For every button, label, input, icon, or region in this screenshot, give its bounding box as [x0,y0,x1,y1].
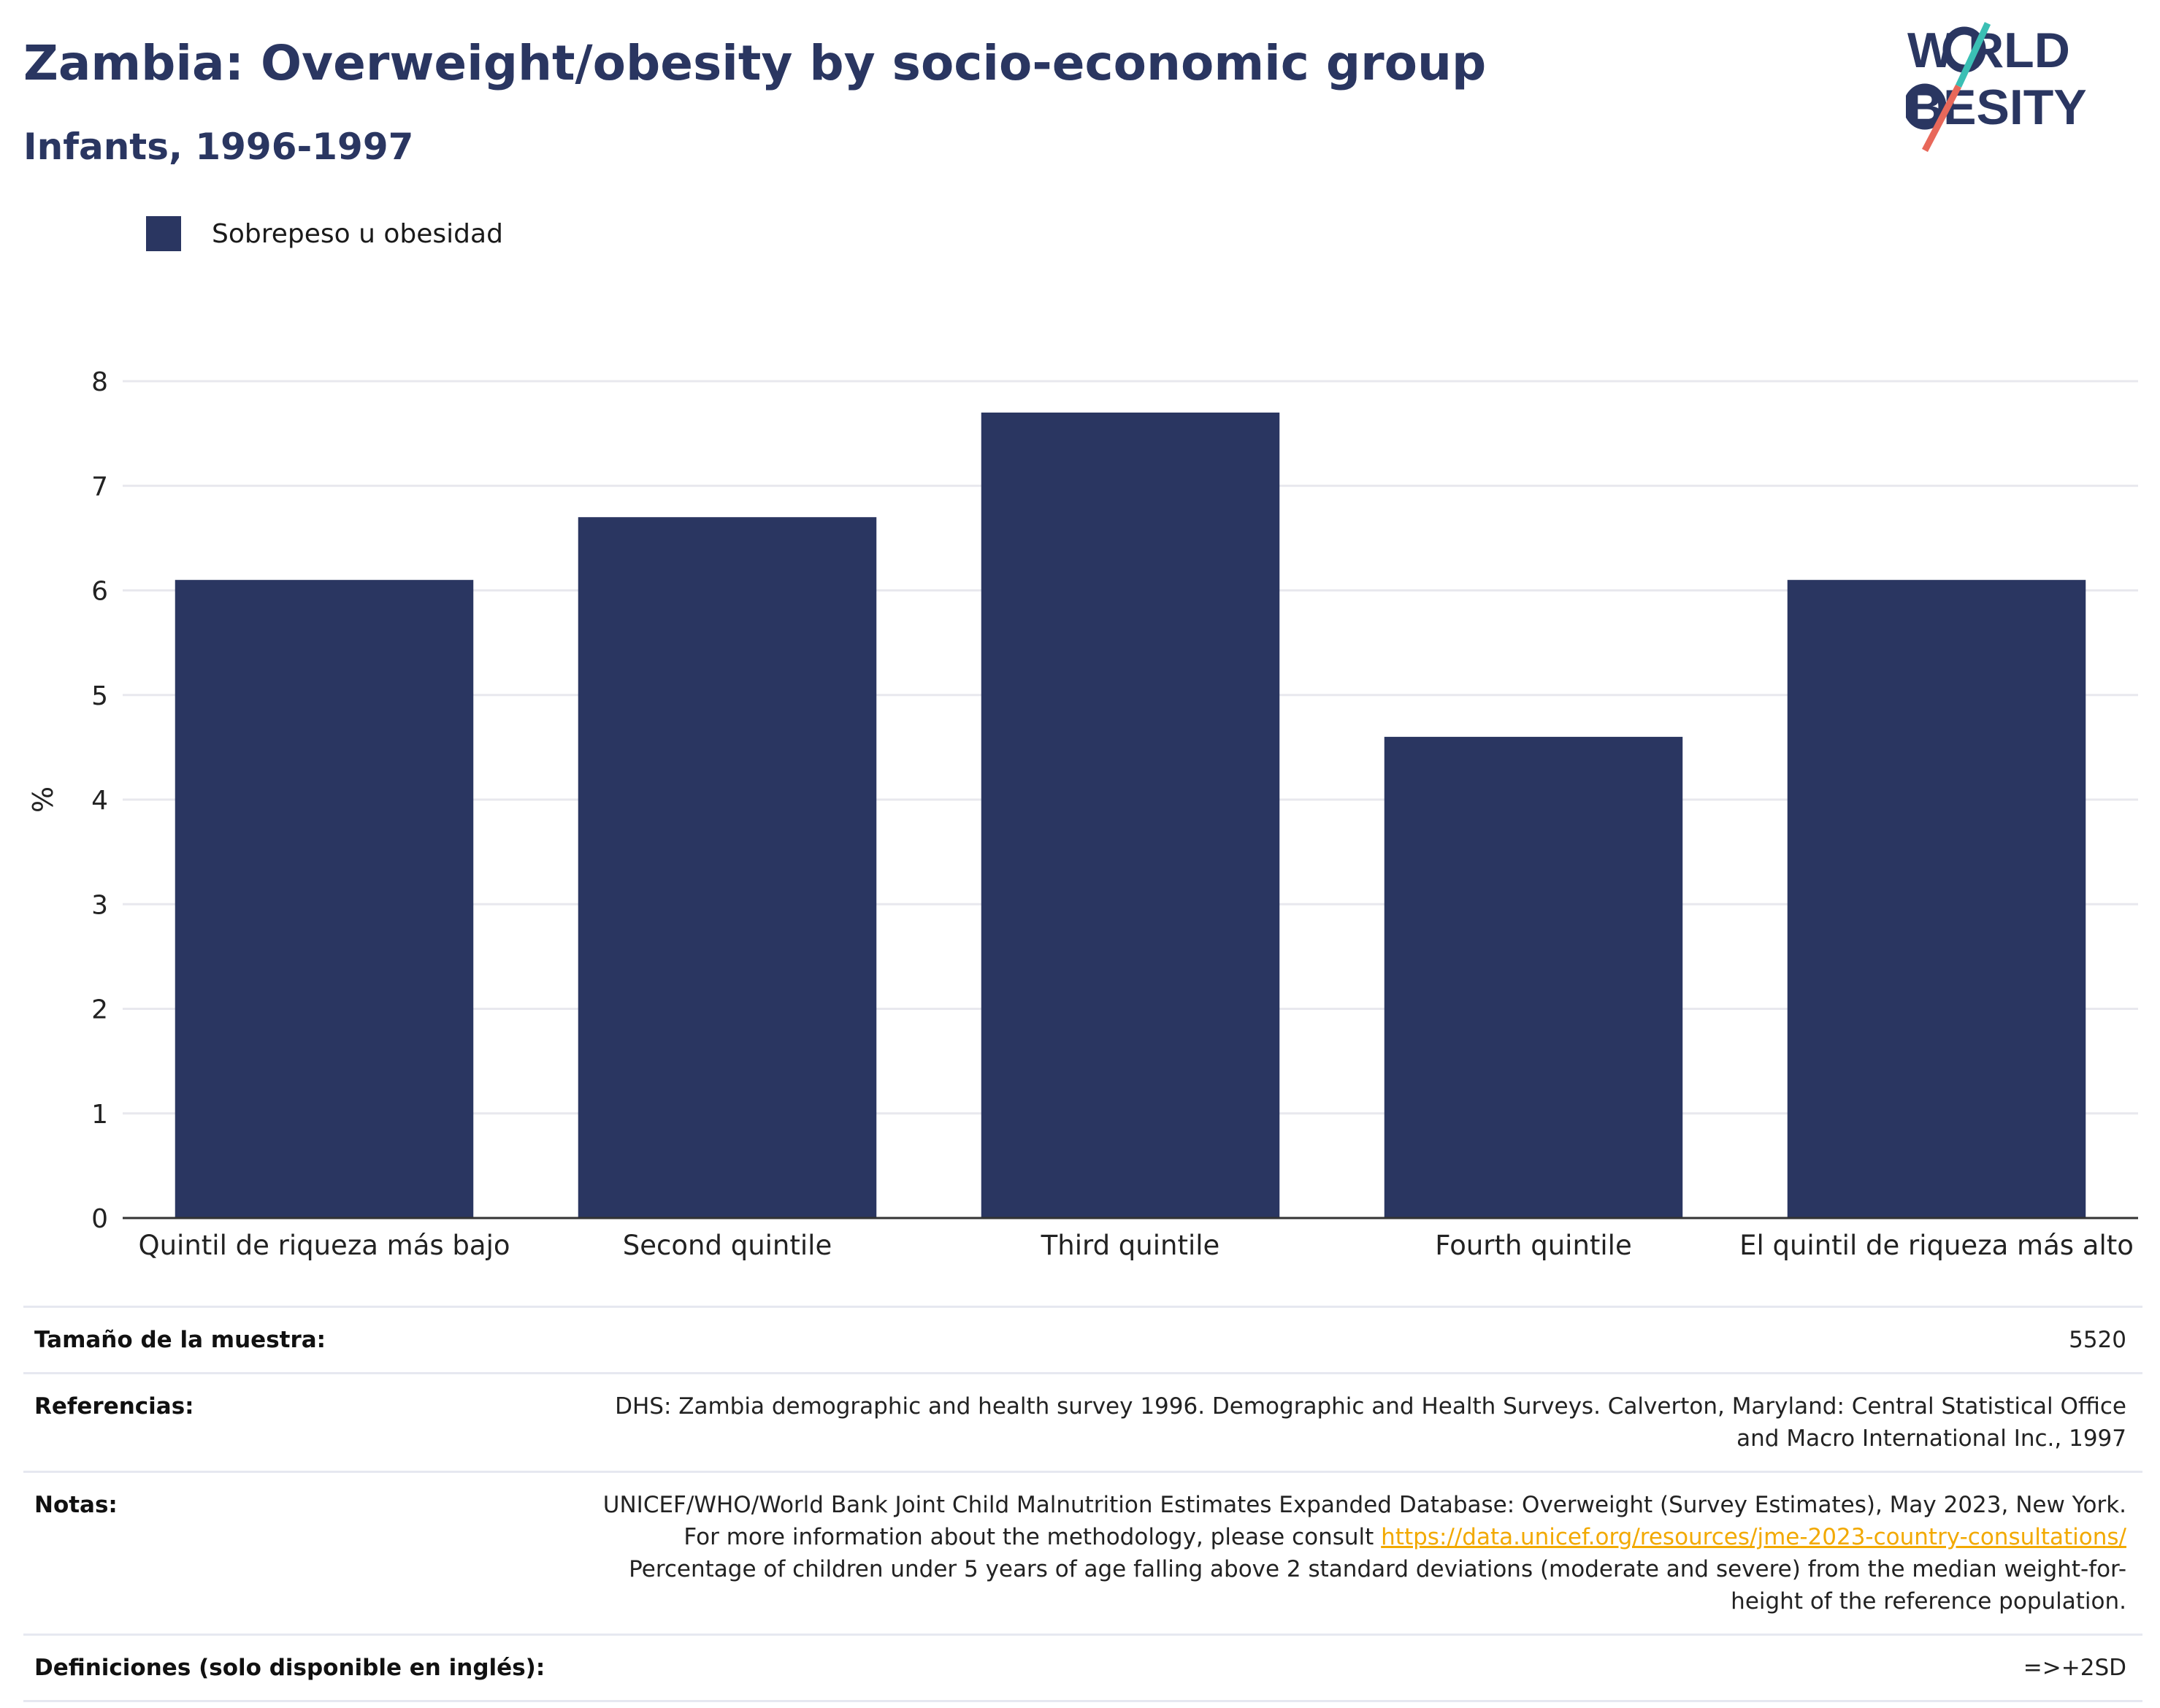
definitions-row: Definiciones (solo disponible en inglés)… [23,1634,2142,1702]
metadata-table: Tamaño de la muestra: 5520 Referencias: … [23,1306,2142,1702]
sample-size-row: Tamaño de la muestra: 5520 [23,1306,2142,1372]
notes-value: UNICEF/WHO/World Bank Joint Child Malnut… [593,1489,2142,1617]
sample-size-value: 5520 [2069,1327,2126,1353]
y-tick-label: 7 [91,472,108,502]
x-tick-label: Second quintile [623,1230,832,1261]
notes-link[interactable]: https://data.unicef.org/resources/jme-20… [1381,1524,2126,1550]
y-tick-label: 3 [91,890,108,920]
y-tick-label: 0 [91,1204,108,1234]
bar [1787,580,2086,1218]
bar [1384,737,1683,1218]
bar [578,517,877,1218]
definitions-value: =>+2SD [2023,1655,2126,1681]
x-tick-label: Fourth quintile [1435,1230,1631,1261]
logo-line1: W RLD [1907,23,2070,78]
world-obesity-logo: W RLD BESITY [1906,22,2087,153]
notes-row: Notas: UNICEF/WHO/World Bank Joint Child… [23,1471,2142,1634]
references-label: Referencias: [34,1393,194,1420]
y-tick-label: 5 [91,681,108,711]
bar [175,580,474,1218]
legend-label: Sobrepeso u obesidad [212,218,503,249]
notes-text-before: UNICEF/WHO/World Bank Joint Child Malnut… [602,1492,2126,1550]
logo-slash-coral [1922,84,1961,153]
logo-o-bottom [1906,83,1947,130]
x-tick-label: Quintil de riqueza más bajo [138,1230,510,1261]
logo-slash-teal [1955,22,1991,88]
notes-text-after: Percentage of children under 5 years of … [629,1556,2126,1615]
y-tick-label: 8 [91,367,108,397]
y-tick-label: 1 [91,1100,108,1130]
notes-label: Notas: [34,1492,118,1518]
legend-swatch [146,216,181,251]
x-tick-label: El quintil de riqueza más alto [1739,1230,2134,1261]
references-row: Referencias: DHS: Zambia demographic and… [23,1372,2142,1471]
bar-chart: 0 1 2 3 4 5 6 7 8% Quintil de riqueza más bajo Sec… [27,367,2138,1261]
y-tick-label: 6 [91,577,108,607]
y-axis-label: % [27,786,59,813]
bar [981,412,1280,1218]
chart-subtitle: Infants, 1996-1997 [23,126,414,168]
x-tick-label: Third quintile [1041,1230,1220,1261]
sample-size-label: Tamaño de la muestra: [34,1327,326,1353]
y-tick-label: 2 [91,995,108,1025]
definitions-label: Definiciones (solo disponible en inglés)… [34,1655,545,1681]
legend: Sobrepeso u obesidad [146,216,503,251]
y-tick-label: 4 [91,786,108,816]
chart-title: Zambia: Overweight/obesity by socio-econ… [23,35,1487,91]
references-value: DHS: Zambia demographic and health surve… [615,1393,2126,1452]
